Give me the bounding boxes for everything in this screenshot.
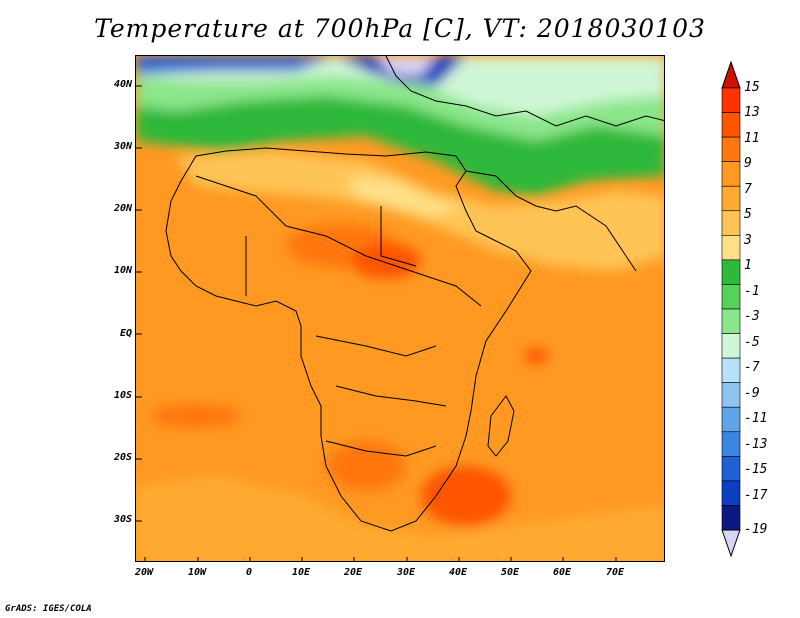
colorbar-label-13: 13 xyxy=(744,105,760,120)
colorbar-label-15: 15 xyxy=(744,80,760,95)
lon-label-50e: 50E xyxy=(500,567,520,578)
coastlines xyxy=(165,56,664,532)
lon-label-20w: 20W xyxy=(134,567,154,578)
colorbar-label-neg7: -7 xyxy=(744,360,760,375)
temperature-map xyxy=(135,55,665,562)
map-ticks xyxy=(136,85,617,561)
temperature-field xyxy=(136,56,664,561)
colorbar-label-1: 1 xyxy=(744,258,752,273)
colorbar-swatch xyxy=(721,259,741,285)
colorbar-label-11: 11 xyxy=(744,131,760,146)
lat-label-30n: 30N xyxy=(113,141,132,152)
colorbar-swatch xyxy=(721,357,741,383)
lat-label-eq: EQ xyxy=(119,328,132,339)
colorbar-swatch xyxy=(721,161,741,187)
lat-label-20n: 20N xyxy=(113,203,132,214)
lon-label-10e: 10E xyxy=(291,567,311,578)
map-title: Temperature at 700hPa [C], VT: 201803010… xyxy=(94,14,706,43)
colorbar-label-9: 9 xyxy=(744,156,752,171)
lat-label-10s: 10S xyxy=(113,390,132,401)
lon-label-20e: 20E xyxy=(343,567,363,578)
grads-credit: GrADS: IGES/COLA xyxy=(5,604,92,614)
colorbar-label-neg3: -3 xyxy=(744,309,760,324)
colorbar-swatch xyxy=(721,136,741,162)
colorbar-label-neg13: -13 xyxy=(744,437,768,452)
colorbar-label-neg11: -11 xyxy=(744,411,768,426)
lon-label-30e: 30E xyxy=(396,567,416,578)
colorbar-swatch xyxy=(721,431,741,457)
colorbar-label-neg1: -1 xyxy=(744,284,760,299)
colorbar-top-arrow xyxy=(721,60,741,89)
lat-label-40n: 40N xyxy=(113,79,132,90)
lon-label-0: 0 xyxy=(245,567,253,578)
colorbar-bottom-arrow xyxy=(721,529,741,558)
colorbar-label-3: 3 xyxy=(744,233,752,248)
colorbar-swatch xyxy=(721,308,741,334)
lon-label-40e: 40E xyxy=(448,567,468,578)
lat-label-30s: 30S xyxy=(113,514,132,525)
colorbar-swatch xyxy=(721,284,741,310)
colorbar-swatch xyxy=(721,480,741,506)
colorbar-swatch xyxy=(721,87,741,113)
colorbar-label-neg19: -19 xyxy=(744,522,768,537)
colorbar-label-5: 5 xyxy=(744,207,752,222)
lon-label-70e: 70E xyxy=(605,567,625,578)
colorbar-label-neg17: -17 xyxy=(744,488,768,503)
lon-label-10w: 10W xyxy=(187,567,207,578)
colorbar-swatch xyxy=(721,505,741,531)
colorbar-label-neg15: -15 xyxy=(744,462,768,477)
colorbar-swatch xyxy=(721,210,741,236)
colorbar-label-7: 7 xyxy=(744,182,752,197)
colorbar-swatches xyxy=(721,87,741,531)
lat-label-10n: 10N xyxy=(113,265,132,276)
colorbar-swatch xyxy=(721,112,741,138)
lat-label-20s: 20S xyxy=(113,452,132,463)
colorbar-label-neg9: -9 xyxy=(744,386,760,401)
lon-label-60e: 60E xyxy=(552,567,572,578)
colorbar-swatch xyxy=(721,185,741,212)
colorbar-swatch xyxy=(721,456,741,482)
colorbar xyxy=(721,60,741,558)
colorbar-swatch xyxy=(721,333,741,359)
colorbar-swatch xyxy=(721,382,741,408)
colorbar-swatch xyxy=(721,406,741,433)
colorbar-label-neg5: -5 xyxy=(744,335,760,350)
colorbar-swatch xyxy=(721,235,741,261)
